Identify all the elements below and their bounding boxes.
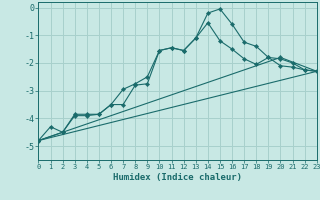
X-axis label: Humidex (Indice chaleur): Humidex (Indice chaleur) bbox=[113, 173, 242, 182]
